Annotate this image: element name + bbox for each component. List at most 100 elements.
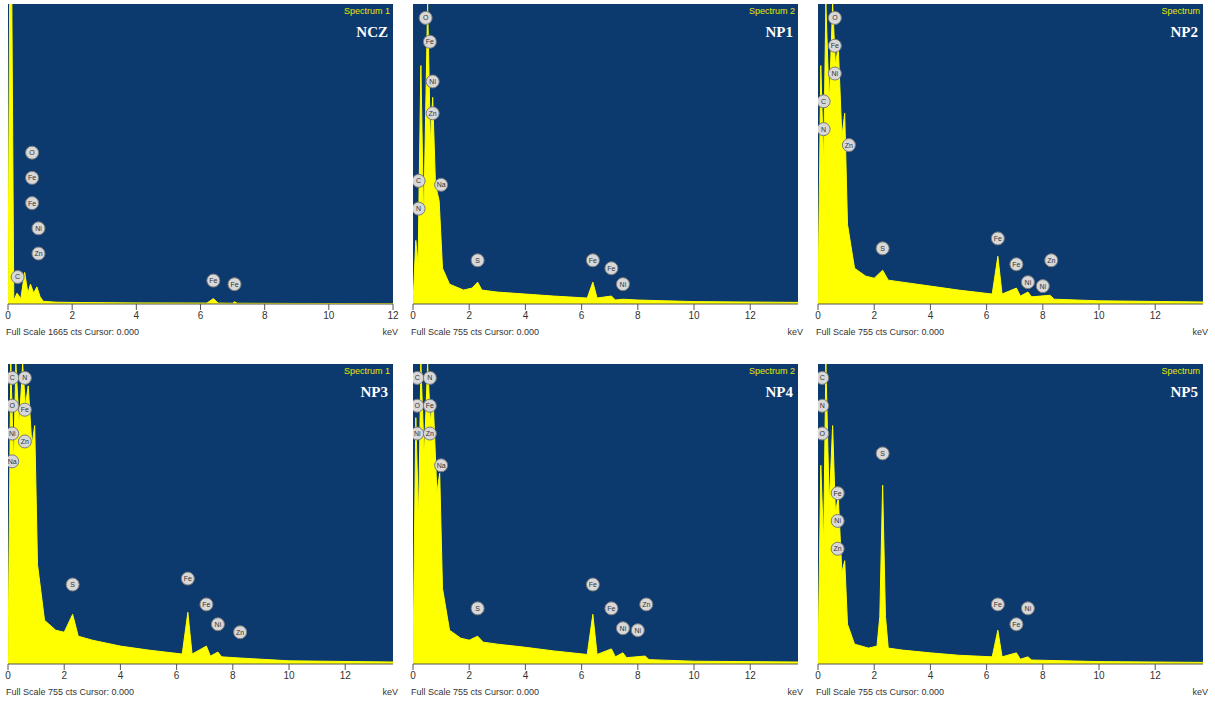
svg-text:Ni: Ni <box>832 70 839 77</box>
svg-text:N: N <box>820 402 825 409</box>
svg-text:Zn: Zn <box>845 142 853 149</box>
svg-text:4: 4 <box>523 310 529 321</box>
svg-text:Fe: Fe <box>607 605 615 612</box>
svg-text:S: S <box>475 605 480 612</box>
svg-text:2: 2 <box>871 670 877 681</box>
svg-text:4: 4 <box>134 310 140 321</box>
svg-text:6: 6 <box>579 310 585 321</box>
svg-text:O: O <box>414 402 420 409</box>
svg-text:Ni: Ni <box>620 281 627 288</box>
svg-text:12: 12 <box>387 310 399 321</box>
svg-text:Ni: Ni <box>35 225 42 232</box>
svg-text:Fe: Fe <box>589 581 597 588</box>
svg-text:8: 8 <box>1040 310 1046 321</box>
svg-text:N: N <box>427 374 432 381</box>
svg-text:Ni: Ni <box>414 430 421 437</box>
svg-text:Fe: Fe <box>607 265 615 272</box>
svg-text:12: 12 <box>1150 670 1162 681</box>
svg-text:2: 2 <box>466 310 472 321</box>
svg-text:Fe: Fe <box>426 38 434 45</box>
svg-text:Ni: Ni <box>834 517 841 524</box>
svg-text:S: S <box>70 581 75 588</box>
svg-text:12: 12 <box>745 670 757 681</box>
svg-text:12: 12 <box>1150 310 1162 321</box>
svg-text:10: 10 <box>1093 310 1105 321</box>
svg-text:10: 10 <box>1093 670 1105 681</box>
svg-text:Fe: Fe <box>1012 621 1020 628</box>
svg-text:0: 0 <box>815 670 821 681</box>
svg-text:0: 0 <box>5 310 11 321</box>
svg-text:8: 8 <box>230 670 236 681</box>
svg-text:Ni: Ni <box>1040 283 1047 290</box>
svg-text:Na: Na <box>437 181 446 188</box>
svg-text:0: 0 <box>410 670 416 681</box>
svg-text:10: 10 <box>688 310 700 321</box>
svg-text:Ni: Ni <box>429 78 436 85</box>
svg-text:C: C <box>15 273 20 280</box>
svg-text:2: 2 <box>871 310 877 321</box>
svg-text:8: 8 <box>635 670 641 681</box>
svg-text:6: 6 <box>984 670 990 681</box>
svg-text:2: 2 <box>466 670 472 681</box>
svg-text:O: O <box>9 402 15 409</box>
svg-text:Fe: Fe <box>994 601 1002 608</box>
svg-text:6: 6 <box>579 670 585 681</box>
svg-text:Zn: Zn <box>34 250 42 257</box>
svg-text:4: 4 <box>928 670 934 681</box>
svg-text:Fe: Fe <box>1012 261 1020 268</box>
svg-text:4: 4 <box>118 670 124 681</box>
svg-text:S: S <box>475 257 480 264</box>
svg-text:C: C <box>416 177 421 184</box>
svg-text:Na: Na <box>437 462 446 469</box>
svg-text:Fe: Fe <box>831 42 839 49</box>
svg-text:Zn: Zn <box>1047 257 1055 264</box>
svg-text:Fe: Fe <box>426 402 434 409</box>
svg-text:Zn: Zn <box>429 110 437 117</box>
svg-text:O: O <box>423 14 429 21</box>
svg-text:N: N <box>416 205 421 212</box>
svg-text:Fe: Fe <box>28 200 36 207</box>
svg-text:8: 8 <box>262 310 268 321</box>
svg-text:Ni: Ni <box>215 621 222 628</box>
svg-text:C: C <box>820 374 825 381</box>
svg-text:Fe: Fe <box>184 575 192 582</box>
svg-text:10: 10 <box>323 310 335 321</box>
svg-text:Fe: Fe <box>28 174 36 181</box>
svg-text:Ni: Ni <box>1025 279 1032 286</box>
svg-text:C: C <box>821 98 826 105</box>
svg-text:O: O <box>832 14 838 21</box>
svg-text:C: C <box>10 374 15 381</box>
svg-text:6: 6 <box>174 670 180 681</box>
svg-text:Fe: Fe <box>202 601 210 608</box>
svg-text:Fe: Fe <box>589 257 597 264</box>
svg-text:0: 0 <box>410 310 416 321</box>
svg-text:Fe: Fe <box>994 235 1002 242</box>
svg-text:Na: Na <box>8 458 17 465</box>
svg-text:0: 0 <box>815 310 821 321</box>
svg-text:8: 8 <box>635 310 641 321</box>
svg-text:Zn: Zn <box>21 438 29 445</box>
svg-text:Fe: Fe <box>230 281 238 288</box>
svg-text:Zn: Zn <box>236 629 244 636</box>
svg-text:N: N <box>22 374 27 381</box>
svg-text:S: S <box>880 245 885 252</box>
svg-text:Zn: Zn <box>642 601 650 608</box>
svg-text:Ni: Ni <box>1025 605 1032 612</box>
svg-text:2: 2 <box>61 670 67 681</box>
svg-text:2: 2 <box>69 310 75 321</box>
svg-text:Fe: Fe <box>834 490 842 497</box>
svg-text:Zn: Zn <box>834 545 842 552</box>
svg-text:4: 4 <box>523 670 529 681</box>
svg-text:Fe: Fe <box>21 406 29 413</box>
svg-text:10: 10 <box>283 670 295 681</box>
svg-text:12: 12 <box>340 670 352 681</box>
svg-text:N: N <box>821 126 826 133</box>
svg-text:Ni: Ni <box>9 430 16 437</box>
svg-text:4: 4 <box>928 310 934 321</box>
svg-text:O: O <box>819 430 825 437</box>
svg-text:Ni: Ni <box>620 625 627 632</box>
svg-text:8: 8 <box>1040 670 1046 681</box>
svg-text:Ni: Ni <box>635 627 642 634</box>
svg-text:O: O <box>29 149 35 156</box>
svg-text:S: S <box>880 450 885 457</box>
